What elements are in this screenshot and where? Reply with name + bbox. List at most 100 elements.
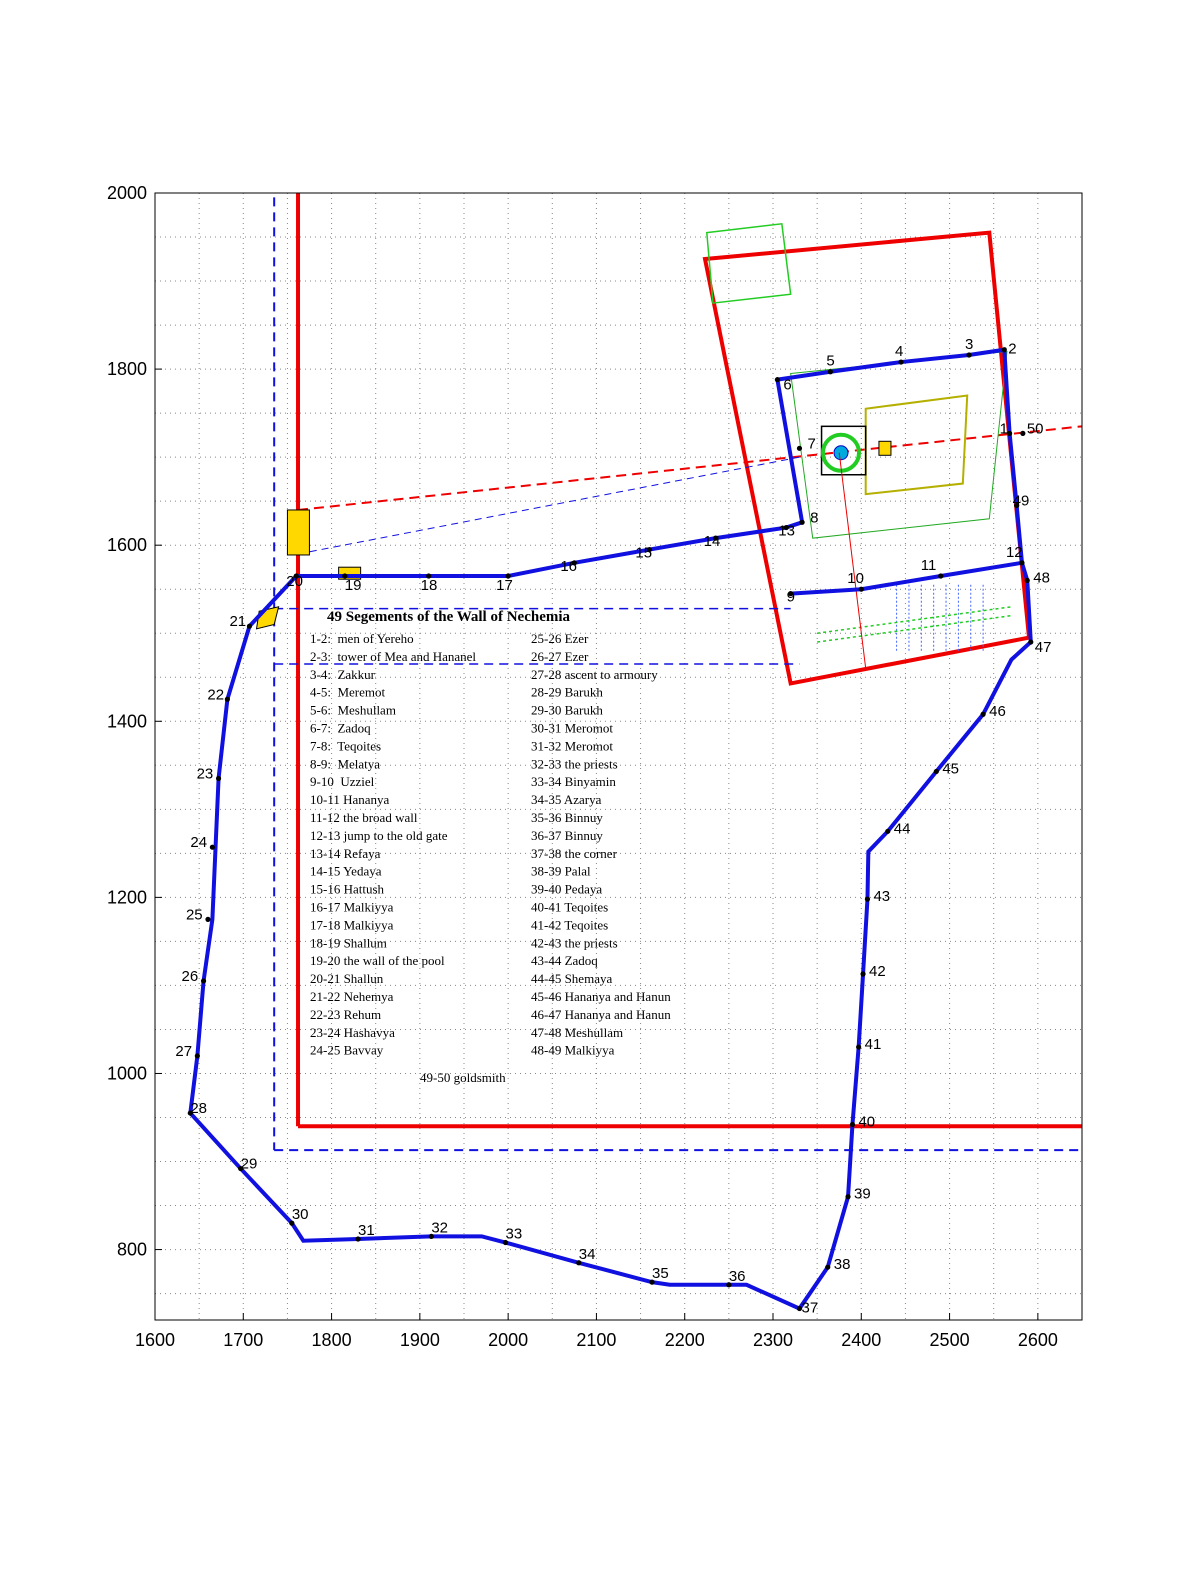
wall-point-label: 5 [826,353,834,370]
wall-point-marker [502,1239,509,1246]
wall-point-marker [825,1264,831,1270]
wall-point-marker [426,573,432,579]
wall-point-marker [858,586,864,592]
wall-point-marker [856,1044,862,1050]
y-tick-label: 1800 [107,359,147,379]
wall-point-marker [342,573,348,579]
wall-point-label: 34 [579,1246,596,1263]
legend-item: 39-40 Pedaya [531,882,602,897]
plot-frame [154,192,1083,1321]
wall-point-label: 19 [345,577,362,594]
legend-item: 48-49 Malkiyya [531,1043,615,1058]
wall-point-marker [933,768,939,775]
legend-item: 2-3: tower of Mea and Hananel [310,649,476,664]
legend-item: 11-12 the broad wall [310,810,418,825]
wall-point-marker [238,1165,244,1172]
legend-item: 40-41 Teqoites [531,900,608,915]
x-tick-label: 1600 [135,1330,175,1350]
wall-point-marker [428,1233,434,1239]
wall-point-marker [200,978,207,984]
wall-point-label: 32 [431,1219,448,1236]
legend-item: 12-13 jump to the old gate [310,828,448,843]
wall-point-marker [1024,577,1030,584]
x-tick-label: 1900 [400,1330,440,1350]
wall-point-label: 25 [186,906,203,923]
red-thin-line [838,452,867,669]
legend-item: 30-31 Meromot [531,721,613,736]
pool-marker-large [286,509,310,556]
wall-point-label: 12 [1006,544,1023,561]
legend-item: 34-35 Azarya [531,792,602,807]
wall-point-label: 9 [787,589,795,606]
alignment-line-blue-3 [297,456,800,555]
wall-layer [187,347,1034,1312]
wall-point-label: 10 [847,570,864,587]
wall-point-marker [788,591,794,597]
legend-item: 46-47 Hananya and Hanun [531,1007,671,1022]
legend-item: 28-29 Barukh [531,685,603,700]
legend-item: 31-32 Meromot [531,738,613,753]
wall-point-label: 29 [241,1156,258,1173]
wall-point-label: 15 [635,545,652,562]
legend-item: 29-30 Barukh [531,703,603,718]
stoa-green-line [817,614,1012,643]
legend-item: 47-48 Meshullam [531,1025,623,1040]
x-tick-label: 2100 [576,1330,616,1350]
temple-mount-outline [702,230,1032,686]
wall-point-label: 44 [894,820,911,837]
legend-item: 9-10 Uzziel [310,774,375,789]
y-tick-label: 800 [117,1240,147,1260]
wall-point-label: 23 [197,766,214,783]
wall-point-label: 26 [182,968,199,985]
x-tick-label: 2000 [488,1330,528,1350]
wall-point-marker [783,524,789,531]
wall-point-marker [355,1236,361,1242]
wall-point-marker [1014,502,1020,509]
wall-point-label: 36 [729,1268,746,1285]
legend-item: 42-43 the priests [531,935,618,950]
wall-point-marker [205,916,211,922]
legend-item: 10-11 Hananya [310,792,390,807]
legend-item: 5-6: Meshullam [310,703,396,718]
wall-point-marker [713,535,719,541]
legend-item: 6-7: Zadoq [310,721,371,736]
legend-item: 45-46 Hananya and Hanun [531,989,671,1004]
legend-item: 13-14 Refaya [310,846,381,861]
wall-point-label: 18 [421,577,438,594]
wall-point-marker [576,1260,582,1266]
wall-point-marker [1019,560,1025,566]
legend-item: 1-2: men of Yereho [310,631,414,646]
wall-point-marker [571,560,577,566]
legend-item: 19-20 the wall of the pool [310,953,445,968]
wall-point-label: 31 [358,1222,375,1239]
x-tick-label: 2200 [665,1330,705,1350]
wall-point-marker [966,352,972,358]
legend-title: 49 Segements of the Wall of Nechemia [327,609,571,625]
wall-point-label: 27 [175,1043,192,1060]
wall-point-label: 49 [1013,493,1030,510]
wall-point-marker [293,573,299,579]
wall-point-label: 16 [560,558,577,575]
wall-point-label: 17 [496,577,513,594]
wall-point-marker [845,1194,851,1200]
wall-point-marker [1028,639,1034,645]
x-tick-label: 1800 [312,1330,352,1350]
wall-point-label: 4 [895,343,903,360]
wall-point-label: 48 [1033,569,1050,586]
wall-point-label: 33 [505,1226,522,1243]
wall-point-label: 1 [1000,420,1008,437]
wall-segment-line [296,520,803,579]
legend-item-extra: 49-50 goldsmith [420,1070,506,1085]
wall-point-label: 11 [921,557,937,574]
wall-segment-line [777,347,1033,643]
stoa-green-line [817,606,1012,634]
legend-item: 26-27 Ezer [531,649,589,664]
legend-item: 7-8: Teqoites [310,738,381,753]
legend-item: 14-15 Yedaya [310,864,382,879]
legend-item: 8-9: Melatya [310,756,380,771]
wall-point-label: 6 [783,377,791,394]
legend-item: 21-22 Nehemya [310,989,394,1004]
wall-point-label: 28 [190,1100,207,1117]
wall-point-marker [860,971,866,977]
wall-point-marker [938,573,944,579]
